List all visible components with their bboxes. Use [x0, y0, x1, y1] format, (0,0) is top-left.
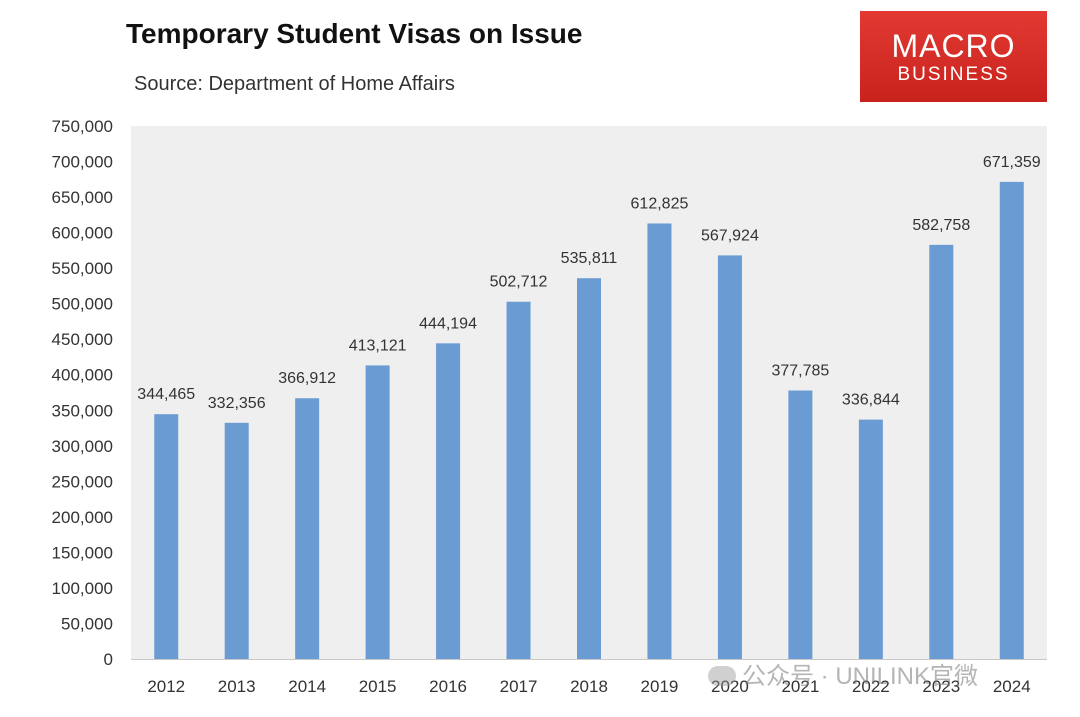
y-tick-label: 400,000	[52, 366, 113, 385]
data-label-2022: 336,844	[842, 392, 900, 409]
y-tick-label: 450,000	[52, 330, 113, 349]
bar-2012	[154, 414, 179, 659]
bar-2020	[717, 255, 742, 660]
x-tick-label-2021: 2021	[781, 677, 819, 696]
data-label-2012: 344,465	[137, 386, 195, 403]
bar-2019	[647, 223, 672, 659]
data-label-2018: 535,811	[561, 250, 618, 267]
bar-2017	[506, 301, 531, 659]
y-tick-label: 350,000	[52, 401, 113, 420]
y-tick-label: 250,000	[52, 472, 113, 491]
y-tick-label: 200,000	[52, 508, 113, 527]
logo-line-2: BUSINESS	[897, 64, 1010, 85]
bar-2024	[999, 181, 1024, 659]
data-label-2023: 582,758	[912, 217, 970, 234]
y-tick-label: 700,000	[52, 153, 113, 172]
bar-2015	[365, 365, 390, 659]
data-label-2017: 502,712	[490, 274, 548, 291]
chart-title: Temporary Student Visas on Issue	[126, 18, 583, 49]
bar-2023	[929, 244, 954, 659]
bar-2016	[436, 343, 461, 659]
x-tick-label-2023: 2023	[922, 677, 960, 696]
x-tick-label-2014: 2014	[288, 677, 326, 696]
chart-subtitle: Source: Department of Home Affairs	[134, 73, 455, 95]
y-tick-label: 750,000	[52, 117, 113, 136]
x-tick-label-2018: 2018	[570, 677, 608, 696]
data-label-2016: 444,194	[419, 315, 477, 332]
watermark-text: 公众号 · UNILINK官微	[742, 663, 979, 690]
data-label-2013: 332,356	[208, 395, 266, 412]
x-tick-label-2015: 2015	[359, 677, 397, 696]
bar-2014	[295, 398, 320, 659]
x-tick-label-2012: 2012	[147, 677, 185, 696]
x-tick-label-2022: 2022	[852, 677, 890, 696]
data-label-2020: 567,924	[701, 227, 759, 244]
x-tick-label-2013: 2013	[218, 677, 256, 696]
y-tick-label: 50,000	[61, 614, 113, 633]
y-tick-label: 550,000	[52, 259, 113, 278]
wechat-icon	[708, 666, 736, 686]
bar-2021	[788, 390, 813, 659]
y-tick-label: 0	[104, 650, 113, 669]
watermark: 公众号 · UNILINK官微	[708, 656, 978, 691]
logo-line-1: MACRO	[891, 28, 1016, 64]
y-tick-label: 500,000	[52, 295, 113, 314]
x-tick-label-2019: 2019	[641, 677, 679, 696]
y-tick-label: 300,000	[52, 437, 113, 456]
data-label-2021: 377,785	[771, 363, 829, 380]
bar-2013	[224, 422, 249, 659]
data-label-2019: 612,825	[631, 195, 689, 212]
y-tick-label: 150,000	[52, 543, 113, 562]
x-tick-label-2020: 2020	[711, 677, 749, 696]
data-label-2015: 413,121	[349, 337, 407, 354]
bar-2022	[858, 419, 883, 659]
y-tick-label: 100,000	[52, 579, 113, 598]
bar-2018	[577, 278, 601, 659]
x-tick-label-2016: 2016	[429, 677, 467, 696]
y-tick-label: 600,000	[52, 224, 113, 243]
data-label-2014: 366,912	[278, 370, 336, 387]
macro-business-logo: MACRO BUSINESS	[860, 11, 1047, 102]
data-label-2024: 671,359	[983, 154, 1041, 171]
x-tick-label-2017: 2017	[500, 677, 538, 696]
y-tick-label: 650,000	[52, 188, 113, 207]
x-tick-label-2024: 2024	[993, 677, 1031, 696]
